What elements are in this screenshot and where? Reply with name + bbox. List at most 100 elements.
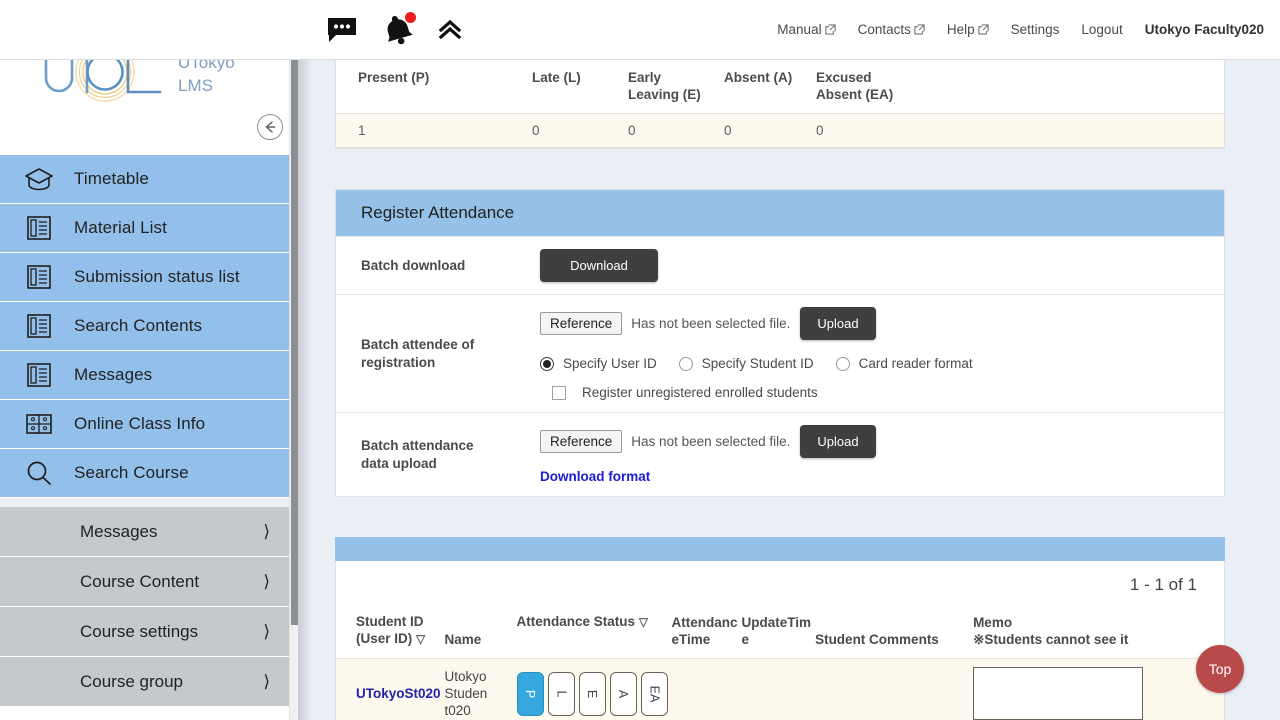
header-link-logout[interactable]: Logout: [1081, 22, 1122, 37]
status-button-present[interactable]: P: [516, 671, 544, 716]
sidebar-item-online-class-info[interactable]: Online Class Info: [0, 400, 298, 449]
sidebar-item-messages[interactable]: Messages: [0, 351, 298, 400]
bell-icon[interactable]: [381, 11, 416, 48]
current-user-name: Utokyo Faculty020: [1144, 22, 1264, 37]
summary-col-absent: Absent (A): [724, 60, 816, 114]
cell-attendance-status: P L E A EA: [516, 658, 672, 720]
status-button-absent[interactable]: A: [609, 671, 637, 716]
header-link-manual-label: Manual: [777, 22, 822, 37]
main-content: Present (P) Late (L) Early Leaving (E) A…: [298, 60, 1280, 720]
scroll-to-top-button[interactable]: Top: [1196, 645, 1244, 693]
batch-upload-upload-button[interactable]: Upload: [800, 425, 876, 458]
radio-card-reader-format-label: Card reader format: [858, 356, 973, 371]
status-button-early-leaving[interactable]: E: [578, 671, 606, 716]
radio-specify-user-id[interactable]: Specify User ID: [540, 356, 657, 371]
attendance-status-button-group: P L E A EA: [516, 671, 668, 716]
col-student-id-line2: (User ID): [356, 631, 413, 646]
batch-upload-body: Reference Has not been selected file. Up…: [540, 413, 1224, 496]
summary-col-early-leaving: Early Leaving (E): [628, 60, 724, 114]
sidebar-scrollbar[interactable]: [289, 0, 298, 720]
summary-col-present: Present (P): [336, 60, 532, 114]
batch-attendee-registration-row: Batch attendee of registration Reference…: [336, 294, 1224, 412]
col-student-id-line1: Student ID: [356, 614, 424, 629]
header-link-manual[interactable]: Manual: [777, 22, 836, 37]
notification-dot: [405, 11, 416, 23]
radio-button-icon[interactable]: [678, 356, 693, 371]
sidebar-item-label: Search Contents: [74, 316, 203, 335]
radio-button-icon[interactable]: [540, 356, 554, 371]
sidebar-item-timetable[interactable]: Timetable: [0, 155, 298, 204]
sidebar-sub-item-course-group[interactable]: Course group ⟩: [0, 657, 298, 707]
external-link-icon: [825, 24, 836, 35]
checkbox-icon[interactable]: [552, 385, 566, 400]
sidebar-item-material-list[interactable]: Material List: [0, 204, 298, 253]
batch-upload-reference-button[interactable]: Reference: [540, 430, 623, 453]
memo-input[interactable]: [973, 667, 1144, 720]
chevron-right-icon: ⟩: [263, 671, 270, 691]
paging-top: 1 - 1 of 1: [1129, 575, 1197, 594]
svg-text:LMS: LMS: [178, 76, 213, 95]
sidebar-item-label: Messages: [74, 365, 153, 384]
status-button-excused-absent-label: EA: [647, 685, 662, 702]
batch-attendee-label-line1: Batch attendee of: [361, 336, 475, 352]
col-attendance-time-line1: Attendanc: [671, 615, 738, 630]
col-attendance-status[interactable]: Attendance Status ▽: [517, 607, 672, 659]
radio-card-reader-format[interactable]: Card reader format: [835, 356, 973, 371]
student-name-line1: Utokyo Studen: [444, 669, 488, 701]
sidebar-item-label: Submission status list: [74, 267, 240, 286]
sidebar: UTokyo LMS Timetable: [0, 0, 298, 720]
sidebar-sub-item-course-content[interactable]: Course Content ⟩: [0, 557, 298, 607]
sidebar-item-search-contents[interactable]: Search Contents: [0, 302, 298, 351]
sidebar-item-submission-status-list[interactable]: Submission status list: [0, 253, 298, 302]
register-attendance-card: Register Attendance Batch download Downl…: [335, 189, 1225, 497]
batch-attendee-radio-group: Specify User ID Specify Student ID Card …: [540, 356, 1224, 371]
radio-button-icon[interactable]: [835, 356, 850, 371]
sidebar-sub-item-messages[interactable]: Messages ⟩: [0, 507, 298, 557]
register-attendance-title: Register Attendance: [336, 190, 1224, 236]
sidebar-sub-item-label: Course Content: [80, 571, 200, 591]
content-pane: Present (P) Late (L) Early Leaving (E) A…: [298, 60, 1262, 720]
attendance-summary-card: Present (P) Late (L) Early Leaving (E) A…: [335, 60, 1225, 149]
table-header-row: Present (P) Late (L) Early Leaving (E) A…: [336, 60, 1224, 114]
cell-student-id: UTokyoSt020: [336, 658, 445, 720]
cell-update-time: [741, 658, 816, 720]
header-link-logout-label: Logout: [1081, 22, 1123, 37]
header-link-help[interactable]: Help: [947, 22, 989, 37]
batch-upload-file-status: Has not been selected file.: [631, 434, 791, 449]
batch-attendee-label-line2: registration: [361, 354, 436, 370]
batch-download-button[interactable]: Download: [540, 249, 658, 282]
sidebar-item-search-course[interactable]: Search Course: [0, 449, 298, 498]
clipboard-icon: [18, 263, 60, 291]
double-chevron-up-icon[interactable]: [437, 17, 463, 43]
status-button-late[interactable]: L: [547, 671, 575, 716]
student-id-link[interactable]: UTokyoSt020: [356, 686, 441, 701]
download-format-link[interactable]: Download format: [540, 469, 651, 484]
col-update-time-line1: UpdateTim: [741, 615, 812, 630]
header-link-contacts[interactable]: Contacts: [858, 22, 925, 37]
col-student-id[interactable]: Student ID (User ID) ▽: [336, 607, 445, 659]
chat-icon[interactable]: [325, 13, 359, 47]
col-memo-line2: ※Students cannot see it: [973, 632, 1129, 647]
col-name: Name: [444, 632, 482, 647]
sort-caret-icon[interactable]: ▽: [416, 632, 426, 646]
clipboard-icon: [18, 361, 60, 389]
batch-attendee-upload-button[interactable]: Upload: [800, 307, 876, 340]
col-attendance-status-label: Attendance Status: [516, 614, 636, 629]
radio-specify-student-id[interactable]: Specify Student ID: [678, 356, 814, 371]
col-memo: Memo ※Students cannot see it: [973, 607, 1224, 659]
header-link-contacts-label: Contacts: [857, 22, 911, 37]
summary-col-absent-line1: Absent (A): [724, 70, 793, 85]
radio-specify-student-id-label: Specify Student ID: [701, 356, 814, 371]
status-button-excused-absent[interactable]: EA: [640, 671, 668, 716]
batch-attendee-reference-button[interactable]: Reference: [540, 312, 623, 335]
col-update-time-line2: e: [741, 632, 750, 647]
sort-caret-icon[interactable]: ▽: [638, 615, 649, 629]
summary-col-excused-absent: Excused Absent (EA): [816, 60, 1224, 114]
batch-attendee-label: Batch attendee of registration: [336, 295, 540, 412]
sidebar-item-label: Timetable: [74, 169, 149, 188]
sidebar-sub-item-course-settings[interactable]: Course settings ⟩: [0, 607, 298, 657]
header-link-settings[interactable]: Settings: [1011, 22, 1060, 37]
register-unregistered-checkbox-row[interactable]: Register unregistered enrolled students: [540, 385, 1224, 400]
sidebar-collapse-button[interactable]: [257, 114, 283, 140]
sidebar-scrollbar-thumb[interactable]: [291, 0, 298, 625]
